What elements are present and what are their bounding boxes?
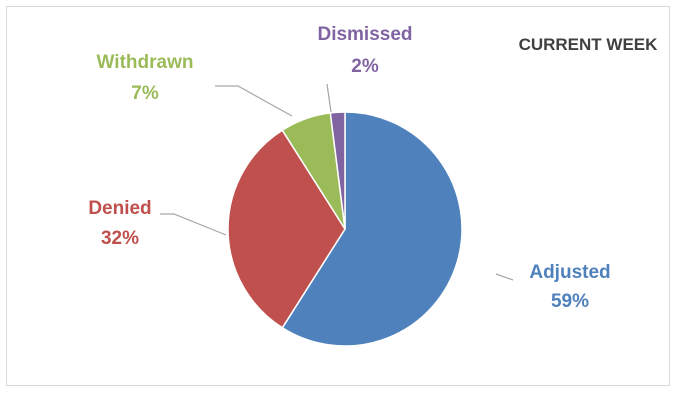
data-label-percent-dismissed: 2% <box>351 56 379 77</box>
data-label-percent-adjusted: 59% <box>551 291 589 312</box>
data-label-name-adjusted: Adjusted <box>529 262 610 283</box>
data-labels: Adjusted 59% Denied 32% Withdrawn 7% Dismissed… <box>88 24 610 312</box>
data-label-percent-denied: 32% <box>101 228 139 249</box>
pie-slice-adjusted <box>281 111 463 347</box>
pie-slice-dismissed <box>329 111 346 230</box>
leader-line-withdrawn <box>215 85 293 117</box>
data-label-name-dismissed: Dismissed <box>317 24 412 45</box>
leader-line-adjusted <box>495 273 514 281</box>
leader-line-dismissed <box>326 83 332 113</box>
leader-lines <box>160 83 514 281</box>
data-label-name-denied: Denied <box>88 198 151 219</box>
leader-line-denied <box>160 213 227 236</box>
pie-slices <box>227 111 463 347</box>
chart-title: CURRENT WEEK <box>519 35 659 54</box>
data-label-name-withdrawn: Withdrawn <box>97 52 194 73</box>
pie-slice-denied <box>227 129 346 329</box>
data-label-percent-withdrawn: 7% <box>131 83 159 104</box>
